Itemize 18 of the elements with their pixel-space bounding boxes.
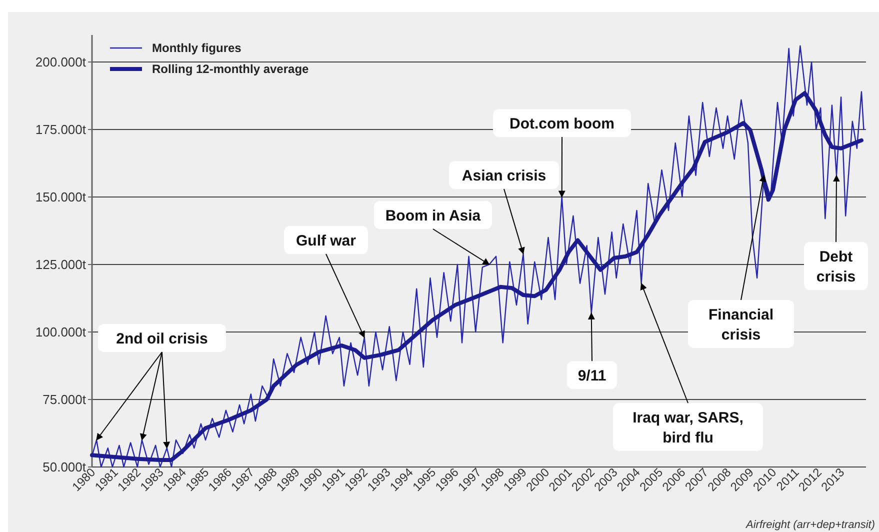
y-tick-label: 200.000t (35, 54, 86, 70)
y-tick-label: 100.000t (35, 324, 86, 340)
y-tick-label: 175.000t (35, 122, 86, 138)
annotation: Gulf war (296, 232, 356, 250)
annotation: 2nd oil crisis (116, 330, 208, 348)
annotation: Dot.com boom (510, 115, 614, 132)
text: Airfreight (arr+dep+transit) (745, 519, 876, 531)
annotation: Iraq war, SARS, bird flu (632, 409, 744, 446)
legend-label: Rolling 12-monthly average (152, 62, 310, 76)
annotation: 9/11 (578, 367, 606, 384)
y-tick-label: 125.000t (35, 257, 86, 272)
annotation: Asian crisis (462, 167, 546, 184)
annotation: Financial crisis (708, 306, 774, 344)
annotation: Debt crisis (816, 248, 856, 286)
legend-label: Monthly figures (152, 41, 242, 56)
y-tick-label: 75.000t (42, 392, 86, 408)
annotation: Boom in Asia (385, 207, 482, 224)
y-tick-label: 150.000t (35, 190, 86, 205)
